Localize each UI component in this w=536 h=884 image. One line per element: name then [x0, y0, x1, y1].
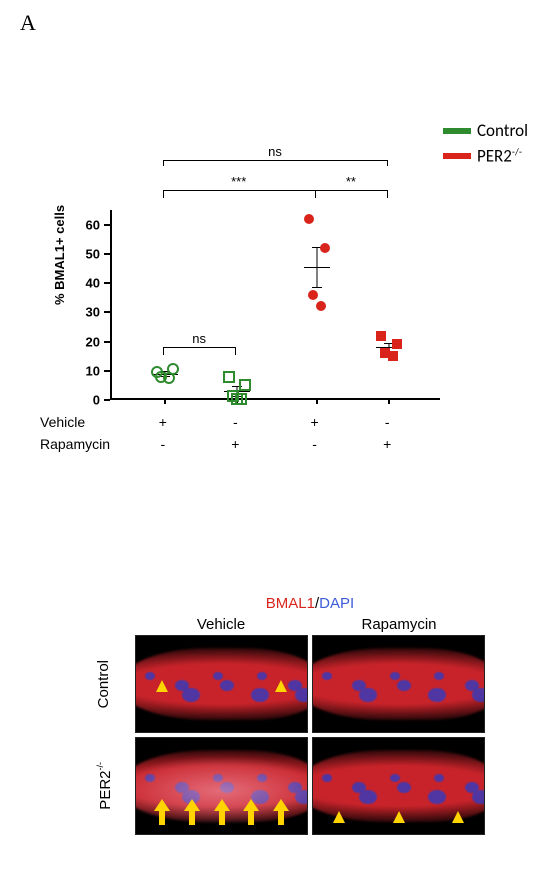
x-row-label: Vehicle: [40, 414, 85, 430]
data-point: [162, 371, 176, 385]
x-row-value: -: [233, 414, 238, 430]
ytick-label: 60: [86, 217, 100, 232]
data-point: [318, 241, 332, 255]
scatter-chart: % BMAL1+ cells 0102030405060 Vehicle+-+-…: [50, 150, 480, 470]
x-row-value: -: [312, 436, 317, 452]
row-label: Control: [95, 660, 131, 708]
data-point: [314, 299, 328, 313]
ytick-label: 0: [93, 393, 100, 408]
arrow-icon: [243, 799, 259, 830]
micrograph-image: [312, 737, 485, 835]
legend-label-per2: PER2-/-: [477, 145, 522, 167]
ytick-label: 10: [86, 363, 100, 378]
ytick-label: 30: [86, 305, 100, 320]
x-row-label: Rapamycin: [40, 436, 110, 452]
y-axis-label: % BMAL1+ cells: [52, 205, 67, 305]
arrowhead-icon: [156, 679, 168, 697]
x-row-value: +: [311, 414, 319, 430]
micrograph-panel: BMAL1/DAPI Vehicle Rapamycin Control PER2…: [95, 595, 485, 835]
micrograph-title: BMAL1/DAPI: [135, 595, 485, 612]
arrowhead-icon: [393, 810, 405, 828]
x-row-value: +: [159, 414, 167, 430]
ytick-label: 40: [86, 276, 100, 291]
arrowhead-icon: [452, 810, 464, 828]
legend-swatch-control: [443, 128, 471, 134]
arrowhead-icon: [333, 810, 345, 828]
micrograph-col-labels: Vehicle Rapamycin: [135, 616, 485, 633]
col-label-vehicle: Vehicle: [135, 616, 307, 633]
data-point: [222, 370, 236, 384]
arrowhead-icon: [275, 679, 287, 697]
col-label-rapamycin: Rapamycin: [313, 616, 485, 633]
micrograph-image: [135, 635, 308, 733]
x-row-value: -: [160, 436, 165, 452]
sig-label: ns: [192, 331, 206, 346]
data-point: [238, 378, 252, 392]
ytick-label: 50: [86, 246, 100, 261]
micrograph-image: [135, 737, 308, 835]
legend-label-control: Control: [477, 120, 528, 141]
sig-label: ns: [268, 144, 282, 159]
row-label: PER2-/-: [95, 762, 131, 810]
arrow-icon: [154, 799, 170, 830]
sig-label: **: [346, 174, 356, 189]
ytick-label: 20: [86, 334, 100, 349]
x-row-value: +: [383, 436, 391, 452]
x-row-value: -: [385, 414, 390, 430]
data-point: [374, 329, 388, 343]
x-row-value: +: [231, 436, 239, 452]
data-point: [386, 349, 400, 363]
arrow-icon: [273, 799, 289, 830]
arrow-icon: [214, 799, 230, 830]
legend-item-control: Control: [443, 120, 528, 141]
data-point: [230, 392, 244, 406]
micrograph-image: [312, 635, 485, 733]
sig-label: ***: [231, 174, 246, 189]
data-point: [302, 212, 316, 226]
arrow-icon: [184, 799, 200, 830]
panel-label: A: [20, 10, 36, 36]
